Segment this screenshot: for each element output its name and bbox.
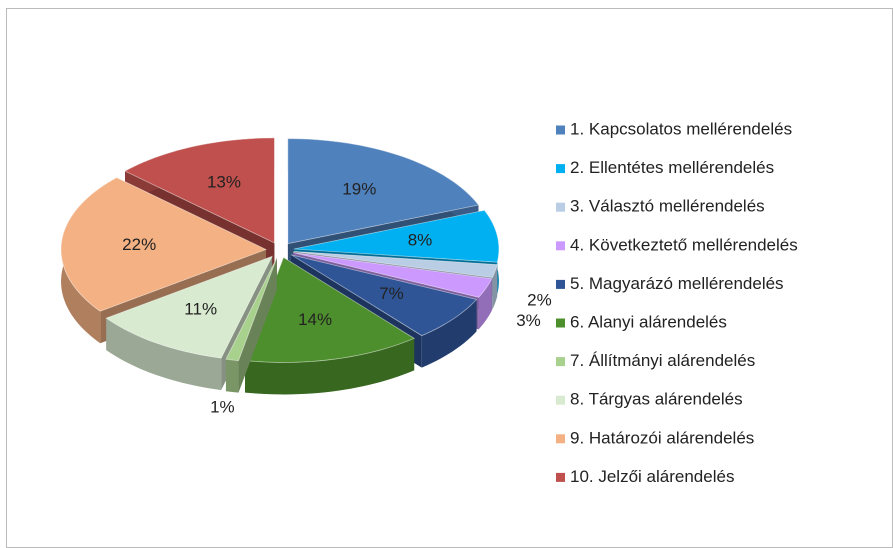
data-label: 3% [516,311,541,330]
slice-side [106,318,222,391]
slice-top [287,138,480,245]
legend-label: 6. Alanyi alárendelés [570,312,727,331]
legend-swatch [556,241,565,251]
legend-swatch [556,472,565,482]
slice-top [293,251,498,278]
legend-label: 3. Választó mellérendelés [570,197,765,216]
data-label: 7% [379,284,404,303]
slice-top [293,209,500,263]
legend-label: 5. Magyarázó mellérendelés [570,274,784,293]
legend-label: 8. Tárgyas alárendelés [570,390,743,409]
data-label: 11% [184,300,217,319]
data-label: 8% [408,230,433,249]
legend-label: 4. Következtető mellérendelés [570,235,798,254]
legend-swatch [556,357,565,367]
legend-swatch [556,318,565,328]
slice-top [60,177,268,312]
legend-label: 9. Határozói alárendelés [570,428,754,447]
data-label: 2% [527,291,552,310]
legend-swatch [556,434,565,444]
slice-top [244,256,416,363]
slice-top [124,137,275,244]
slice-top [290,254,478,337]
data-label: 1% [210,398,235,417]
legend-swatch [556,202,565,212]
legend-label: 7. Állítmányi alárendelés [570,351,755,370]
slice-top [225,257,278,362]
data-label: 14% [298,310,332,329]
legend-swatch [556,279,565,289]
slice [105,255,273,391]
legend-label: 2. Ellentétes mellérendelés [570,158,774,177]
legend-swatch [556,125,565,135]
slice-top [105,255,273,359]
data-label: 19% [342,179,376,198]
legend-swatch [556,395,565,405]
slice-side [225,359,239,393]
legend-label: 10. Jelzői alárendelés [570,467,734,486]
slice-side [421,299,477,368]
legend-swatch [556,164,565,174]
slice [244,256,416,395]
data-label: 13% [207,173,241,192]
slice-top [293,252,493,298]
slice-side [478,278,492,330]
legend-label: 1. Kapcsolatos mellérendelés [570,119,792,138]
slice [225,257,278,393]
data-label: 22% [122,235,156,254]
